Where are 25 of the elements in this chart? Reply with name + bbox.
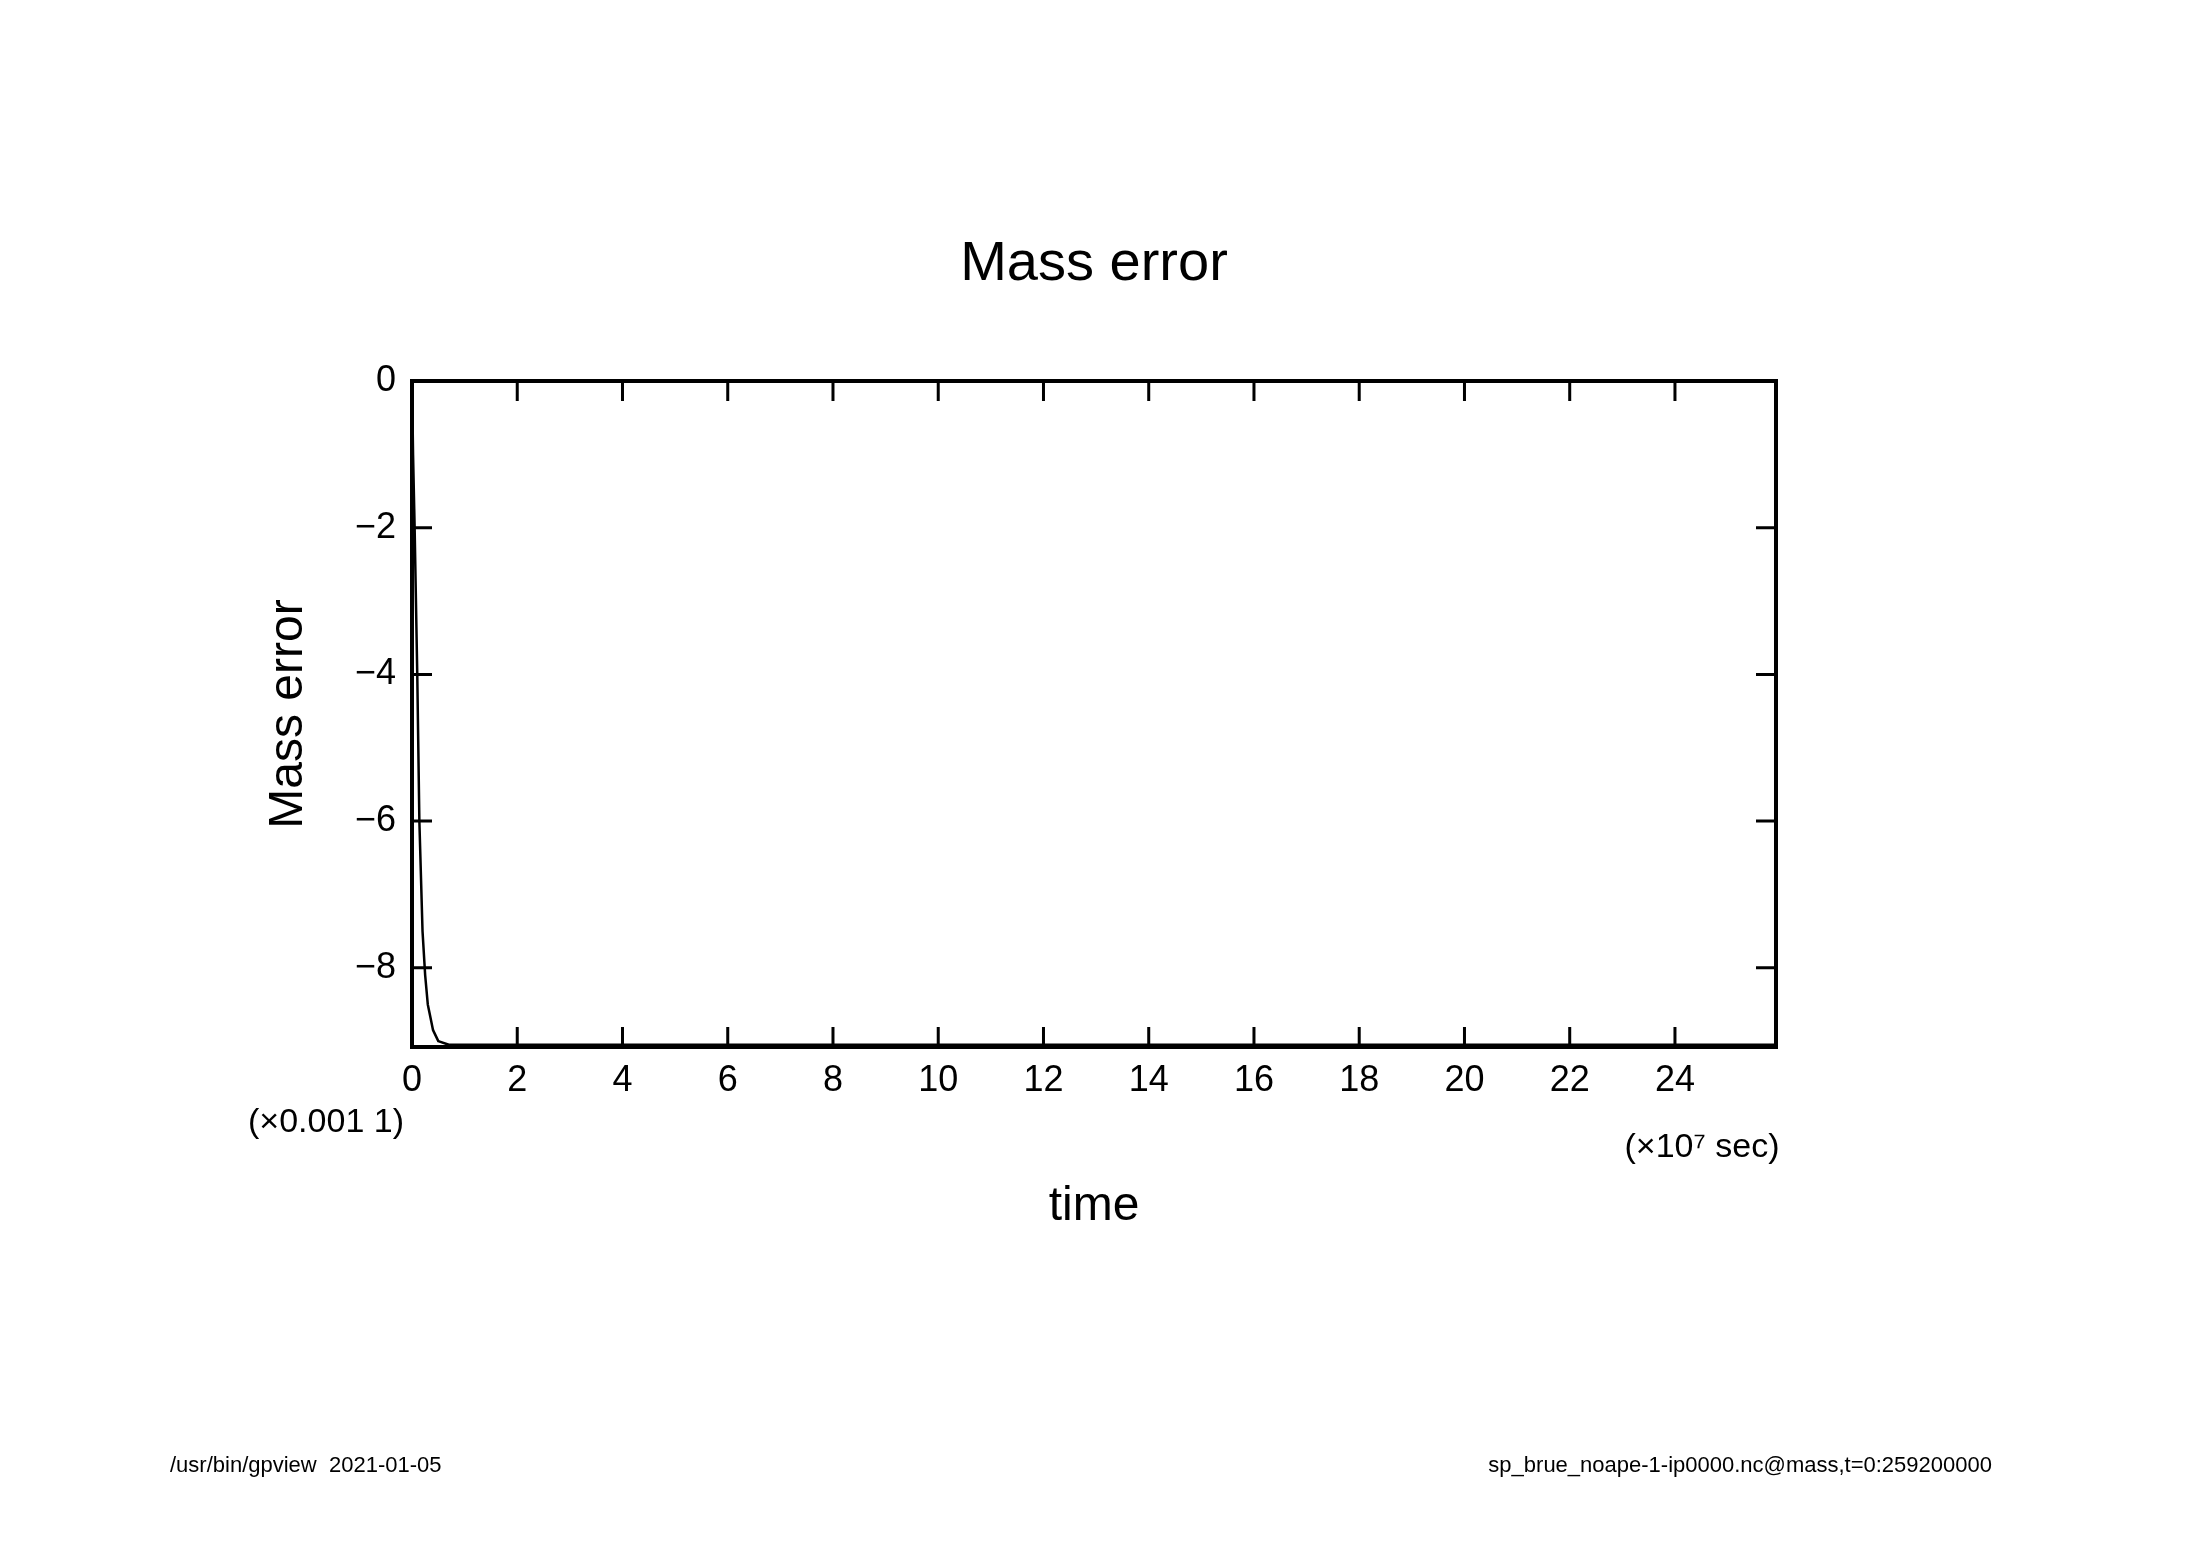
y-tick-label: −4: [354, 651, 396, 693]
chart-title: Mass error: [960, 229, 1228, 293]
y-tick-label: 0: [375, 357, 396, 399]
text: sp_brue_noape-1-ip0000.nc@mass,t=0:259200000: [1488, 1452, 1992, 1478]
text: (×10⁷ sec): [1624, 1126, 1780, 1165]
x-axis-title: time: [1048, 1177, 1140, 1231]
text: (×0.001 1): [248, 1101, 404, 1140]
x-tick-label: 4: [612, 1057, 633, 1099]
x-tick-label: 8: [822, 1057, 843, 1099]
x-tick-label: 20: [1444, 1057, 1485, 1099]
y-tick-label: −2: [354, 504, 396, 546]
x-tick-label: 14: [1128, 1057, 1169, 1099]
x-tick-label: 18: [1339, 1057, 1380, 1099]
y-tick-label: −6: [354, 798, 396, 840]
x-tick-label: 0: [401, 1057, 423, 1099]
x-tick-label: 24: [1654, 1057, 1695, 1099]
y-axis-title: Mass error: [259, 599, 313, 829]
x-tick-label: 10: [918, 1057, 959, 1099]
x-tick-label: 6: [717, 1057, 738, 1099]
y-tick-label: −8: [354, 944, 396, 986]
x-tick-label: 16: [1233, 1057, 1274, 1099]
x-tick-label: 2: [507, 1057, 528, 1099]
text: /usr/bin/gpview 2021-01-05: [170, 1452, 442, 1478]
x-tick-label: 22: [1549, 1057, 1590, 1099]
x-tick-label: 12: [1023, 1057, 1064, 1099]
